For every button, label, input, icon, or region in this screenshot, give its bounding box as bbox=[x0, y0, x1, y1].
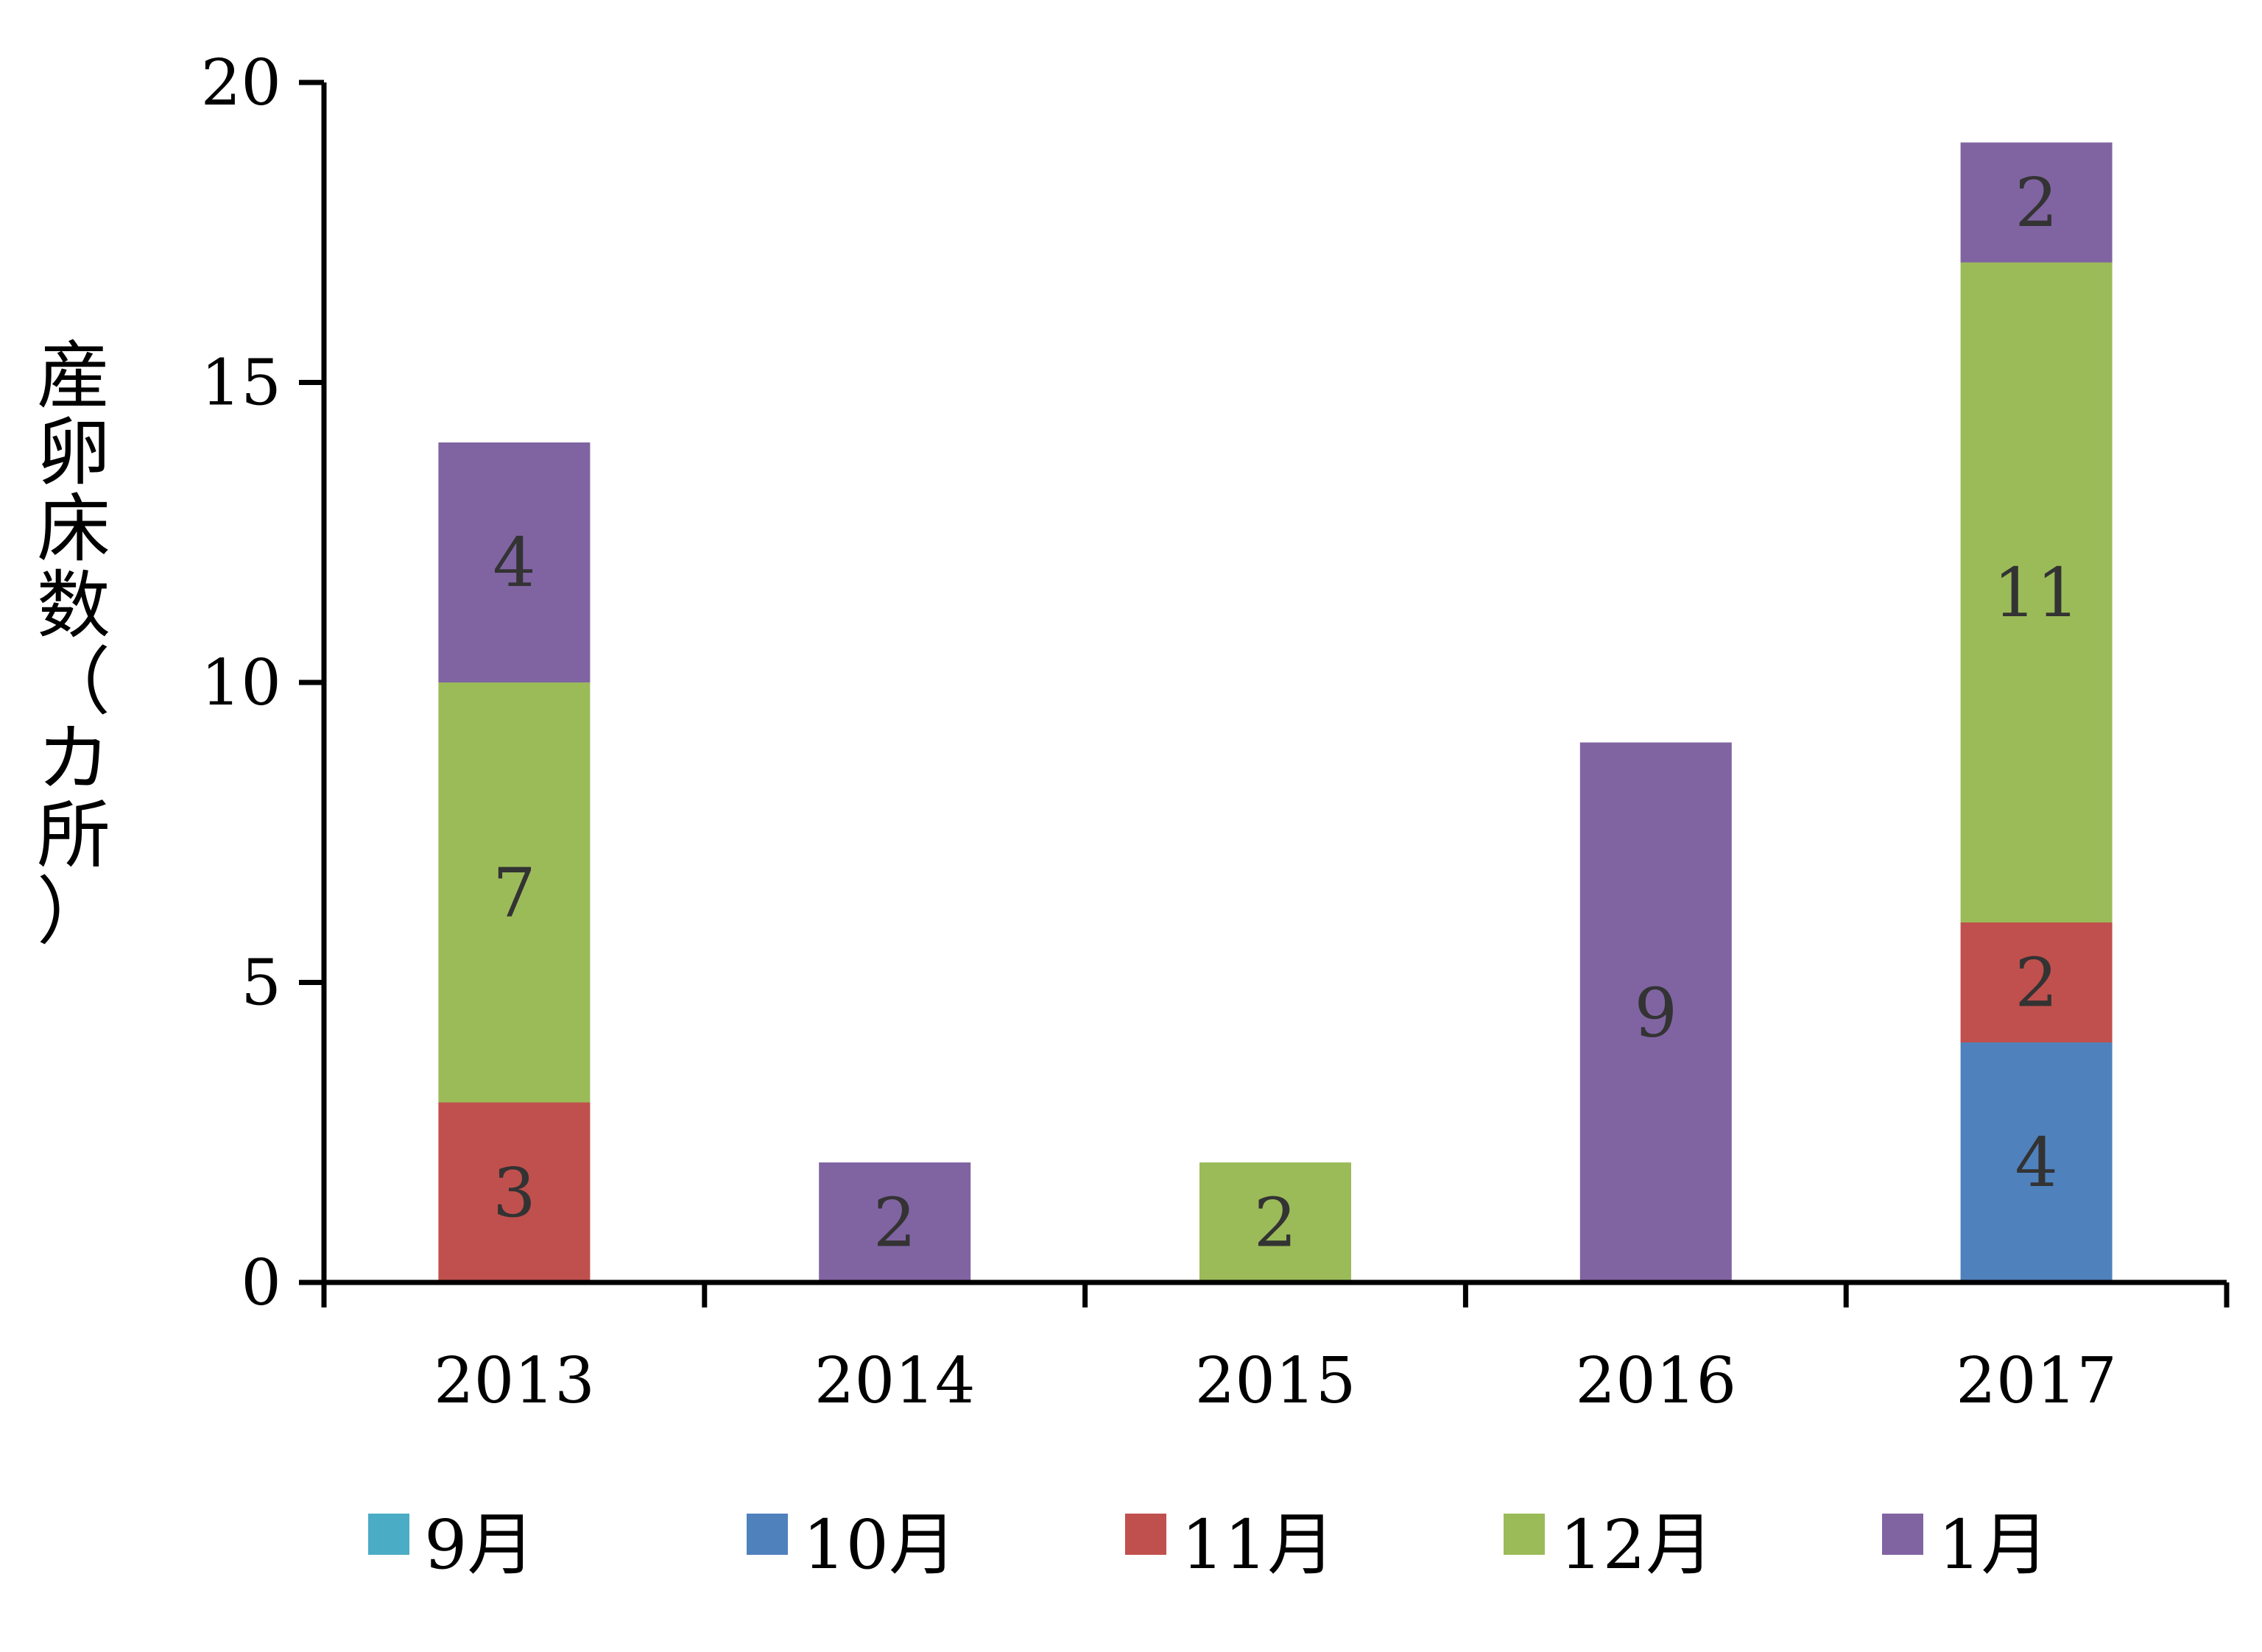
bar-segment-2013-1月 bbox=[438, 442, 591, 682]
y-axis-title-char: 床 bbox=[37, 486, 110, 572]
legend-swatch-9月 bbox=[368, 1514, 409, 1555]
bar-segment-2013-11月 bbox=[438, 1102, 591, 1282]
data-labels-layer: 3 7 4 2 2 9 4 2 11 2 bbox=[493, 163, 2079, 1263]
x-tick-label-2014: 2014 bbox=[814, 1344, 976, 1418]
y-axis-title-char: カ bbox=[37, 716, 110, 802]
data-label-2017-1月: 2 bbox=[2015, 163, 2058, 242]
legend-swatch-1月 bbox=[1882, 1514, 1923, 1555]
x-tick-label-2016: 2016 bbox=[1575, 1344, 1736, 1418]
y-tick-label-0: 0 bbox=[241, 1246, 281, 1320]
legend-label-1月: 1月 bbox=[1938, 1505, 2049, 1584]
data-label-2014-1月: 2 bbox=[873, 1184, 917, 1263]
data-label-2013-1月: 4 bbox=[493, 523, 536, 602]
y-tick-label-5: 5 bbox=[241, 947, 281, 1020]
bar-segment-2013-12月 bbox=[438, 682, 591, 1103]
legend-swatch-11月 bbox=[1125, 1514, 1166, 1555]
bar-segment-2016-1月 bbox=[1579, 742, 1732, 1282]
bar-segment-2017-1月 bbox=[1960, 142, 2113, 263]
legend-swatch-12月 bbox=[1504, 1514, 1545, 1555]
y-axis-title-char: 卵 bbox=[37, 409, 110, 495]
axes-layer: 0 5 10 15 20 2013 2014 2015 2016 2017 bbox=[201, 46, 2230, 1418]
bar-segment-2015-12月 bbox=[1199, 1162, 1351, 1282]
y-tick-label-20: 20 bbox=[201, 46, 281, 120]
y-axis-title-char: 所 bbox=[37, 792, 110, 878]
legend-swatch-10月 bbox=[747, 1514, 788, 1555]
y-axis-title-char: （ bbox=[37, 639, 110, 725]
legend-label-10月: 10月 bbox=[803, 1505, 956, 1584]
bar-segment-2014-1月 bbox=[819, 1162, 971, 1282]
bar-segment-2017-11月 bbox=[1960, 922, 2113, 1042]
y-axis-title-char: 産 bbox=[37, 333, 110, 419]
data-label-2016-1月: 9 bbox=[1635, 973, 1678, 1052]
bars-layer bbox=[438, 142, 2113, 1282]
x-tick-label-2015: 2015 bbox=[1195, 1344, 1356, 1418]
data-label-2015-12月: 2 bbox=[1254, 1184, 1297, 1263]
legend-label-12月: 12月 bbox=[1560, 1505, 1713, 1584]
data-label-2017-11月: 2 bbox=[2015, 944, 2058, 1023]
y-tick-label-10: 10 bbox=[201, 646, 281, 720]
data-label-2017-10月: 4 bbox=[2015, 1123, 2058, 1202]
bar-segment-2017-12月 bbox=[1960, 262, 2113, 922]
bar-segment-2017-10月 bbox=[1960, 1042, 2113, 1282]
data-label-2013-11月: 3 bbox=[493, 1154, 536, 1232]
y-axis-title-char: 数 bbox=[37, 562, 110, 649]
legend-label-11月: 11月 bbox=[1181, 1505, 1335, 1584]
legend-label-9月: 9月 bbox=[424, 1505, 535, 1584]
x-tick-label-2017: 2017 bbox=[1956, 1344, 2117, 1418]
y-axis-title-char: ） bbox=[37, 869, 110, 955]
legend: 9月 10月 11月 12月 1月 bbox=[368, 1505, 2049, 1584]
y-tick-label-15: 15 bbox=[201, 347, 281, 420]
data-label-2013-12月: 7 bbox=[493, 853, 536, 932]
x-tick-label-2013: 2013 bbox=[434, 1344, 595, 1418]
data-label-2017-12月: 11 bbox=[1993, 554, 2079, 632]
